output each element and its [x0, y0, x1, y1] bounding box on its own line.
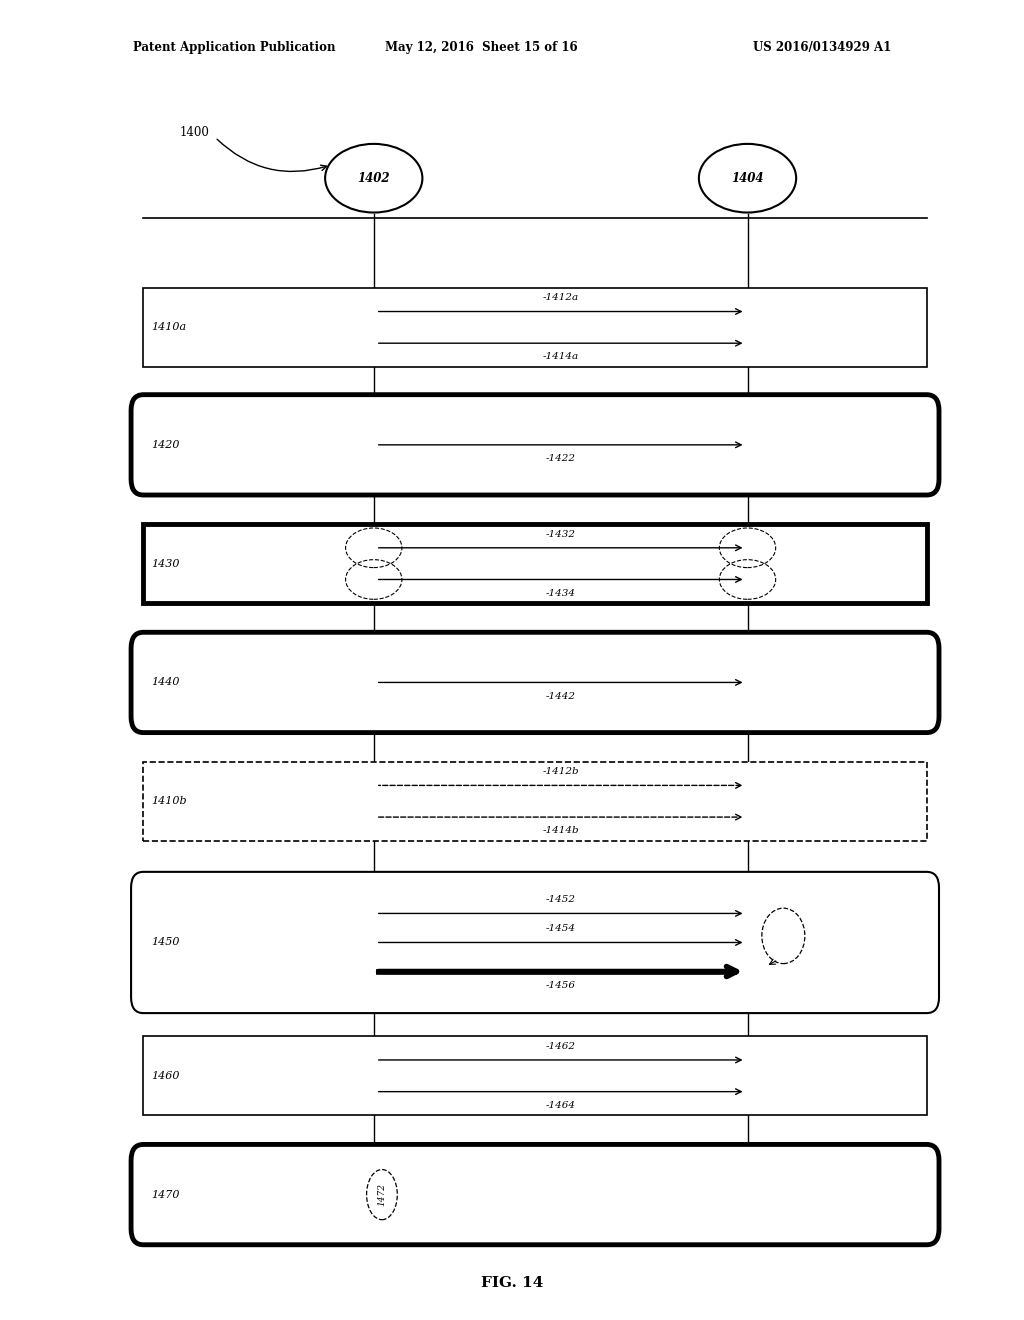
Text: 1410a: 1410a — [152, 322, 186, 333]
Text: -1452: -1452 — [546, 895, 575, 904]
Ellipse shape — [326, 144, 422, 213]
Text: -1464: -1464 — [546, 1101, 575, 1110]
Text: -1412b: -1412b — [543, 767, 579, 776]
Text: 1410b: 1410b — [152, 796, 187, 807]
Text: 1404: 1404 — [731, 172, 764, 185]
FancyBboxPatch shape — [131, 873, 939, 1014]
Text: 1440: 1440 — [152, 677, 180, 688]
Text: 1472: 1472 — [378, 1183, 386, 1206]
Bar — [143, 762, 927, 841]
Text: -1456: -1456 — [546, 981, 575, 990]
Text: 1420: 1420 — [152, 440, 180, 450]
Text: 1460: 1460 — [152, 1071, 180, 1081]
FancyBboxPatch shape — [131, 1144, 939, 1245]
Text: US 2016/0134929 A1: US 2016/0134929 A1 — [753, 41, 891, 54]
Text: 1402: 1402 — [357, 172, 390, 185]
Text: -1414b: -1414b — [543, 826, 579, 836]
Text: -1454: -1454 — [546, 924, 575, 933]
Text: 1470: 1470 — [152, 1189, 180, 1200]
Text: 1450: 1450 — [152, 937, 180, 948]
Text: -1414a: -1414a — [543, 352, 579, 362]
Text: -1462: -1462 — [546, 1041, 575, 1051]
Text: FIG. 14: FIG. 14 — [481, 1276, 543, 1290]
Text: -1432: -1432 — [546, 529, 575, 539]
Bar — [143, 524, 927, 603]
Text: May 12, 2016  Sheet 15 of 16: May 12, 2016 Sheet 15 of 16 — [385, 41, 578, 54]
Text: 1400: 1400 — [179, 125, 209, 139]
FancyBboxPatch shape — [131, 632, 939, 733]
Text: -1412a: -1412a — [543, 293, 579, 302]
Text: 1430: 1430 — [152, 558, 180, 569]
FancyBboxPatch shape — [131, 395, 939, 495]
Ellipse shape — [698, 144, 797, 213]
Bar — [143, 288, 927, 367]
Text: -1422: -1422 — [546, 454, 575, 463]
Bar — [143, 1036, 927, 1115]
Text: Patent Application Publication: Patent Application Publication — [133, 41, 336, 54]
Text: -1434: -1434 — [546, 589, 575, 598]
Text: -1442: -1442 — [546, 692, 575, 701]
